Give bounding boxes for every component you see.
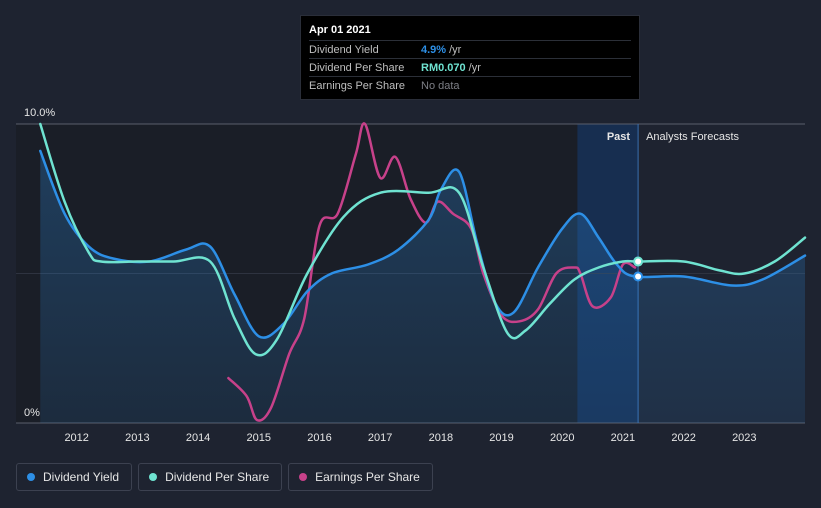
y-label-top: 10.0% bbox=[24, 107, 55, 119]
legend-earnings-per-share[interactable]: Earnings Per Share bbox=[288, 463, 433, 491]
x-tick-label: 2023 bbox=[732, 432, 756, 444]
tooltip-label: Earnings Per Share bbox=[309, 79, 405, 92]
tooltip-label: Dividend Per Share bbox=[309, 61, 405, 74]
legend-label: Earnings Per Share bbox=[315, 470, 420, 484]
x-tick-label: 2015 bbox=[247, 432, 271, 444]
x-tick-label: 2019 bbox=[489, 432, 513, 444]
x-tick-label: 2021 bbox=[611, 432, 635, 444]
x-tick-label: 2012 bbox=[64, 432, 88, 444]
x-tick-label: 2020 bbox=[550, 432, 574, 444]
tooltip-value: RM0.070 bbox=[421, 61, 466, 74]
earnings-per-share-dot-icon bbox=[299, 473, 308, 481]
tooltip-label: Dividend Yield bbox=[309, 43, 379, 56]
tooltip-unit: /yr bbox=[468, 61, 481, 74]
tooltip-row-dividend-yield: Dividend Yield 4.9% /yr bbox=[309, 40, 631, 58]
forecast-label: Analysts Forecasts bbox=[646, 131, 739, 143]
tooltip: Apr 01 2021 Dividend Yield 4.9% /yr Divi… bbox=[300, 15, 640, 100]
dividend-per-share-dot-icon bbox=[149, 473, 158, 481]
x-tick-label: 2017 bbox=[368, 432, 392, 444]
x-tick-label: 2014 bbox=[186, 432, 210, 444]
y-label-bottom: 0% bbox=[24, 407, 40, 419]
tooltip-row-earnings-per-share: Earnings Per Share No data bbox=[309, 76, 631, 94]
legend: Dividend Yield Dividend Per Share Earnin… bbox=[16, 463, 433, 491]
dividend-yield-area bbox=[40, 150, 806, 423]
dividend-yield-line bbox=[39, 149, 807, 339]
x-tick-label: 2022 bbox=[671, 432, 695, 444]
legend-dividend-yield[interactable]: Dividend Yield bbox=[16, 463, 133, 491]
x-tick-label: 2018 bbox=[429, 432, 453, 444]
chart-area: 2012 2013 2014 2015 2016 2017 2018 2019 2020 2021… bbox=[16, 107, 807, 444]
tooltip-value: No data bbox=[421, 79, 460, 92]
tooltip-row-dividend-per-share: Dividend Per Share RM0.070 /yr bbox=[309, 58, 631, 76]
area-fills bbox=[40, 150, 806, 423]
x-tick-label: 2016 bbox=[307, 432, 331, 444]
dividend-per-share-marker bbox=[633, 256, 644, 267]
legend-label: Dividend Per Share bbox=[165, 470, 270, 484]
legend-dividend-per-share[interactable]: Dividend Per Share bbox=[138, 463, 283, 491]
past-label: Past bbox=[607, 131, 631, 143]
tooltip-value: 4.9% bbox=[421, 43, 447, 56]
series-lines bbox=[39, 122, 807, 422]
dividend-yield-dot-icon bbox=[27, 473, 35, 481]
dividend-per-share-line bbox=[39, 122, 807, 357]
dividend-yield-marker bbox=[633, 271, 644, 282]
x-tick-label: 2013 bbox=[125, 432, 149, 444]
x-axis-ticks: 2012 2013 2014 2015 2016 2017 2018 2019 2020 2021… bbox=[64, 432, 756, 444]
tooltip-date: Apr 01 2021 bbox=[309, 24, 371, 36]
hover-markers bbox=[633, 256, 644, 282]
tooltip-unit: /yr bbox=[449, 43, 462, 56]
legend-label: Dividend Yield bbox=[43, 470, 120, 484]
